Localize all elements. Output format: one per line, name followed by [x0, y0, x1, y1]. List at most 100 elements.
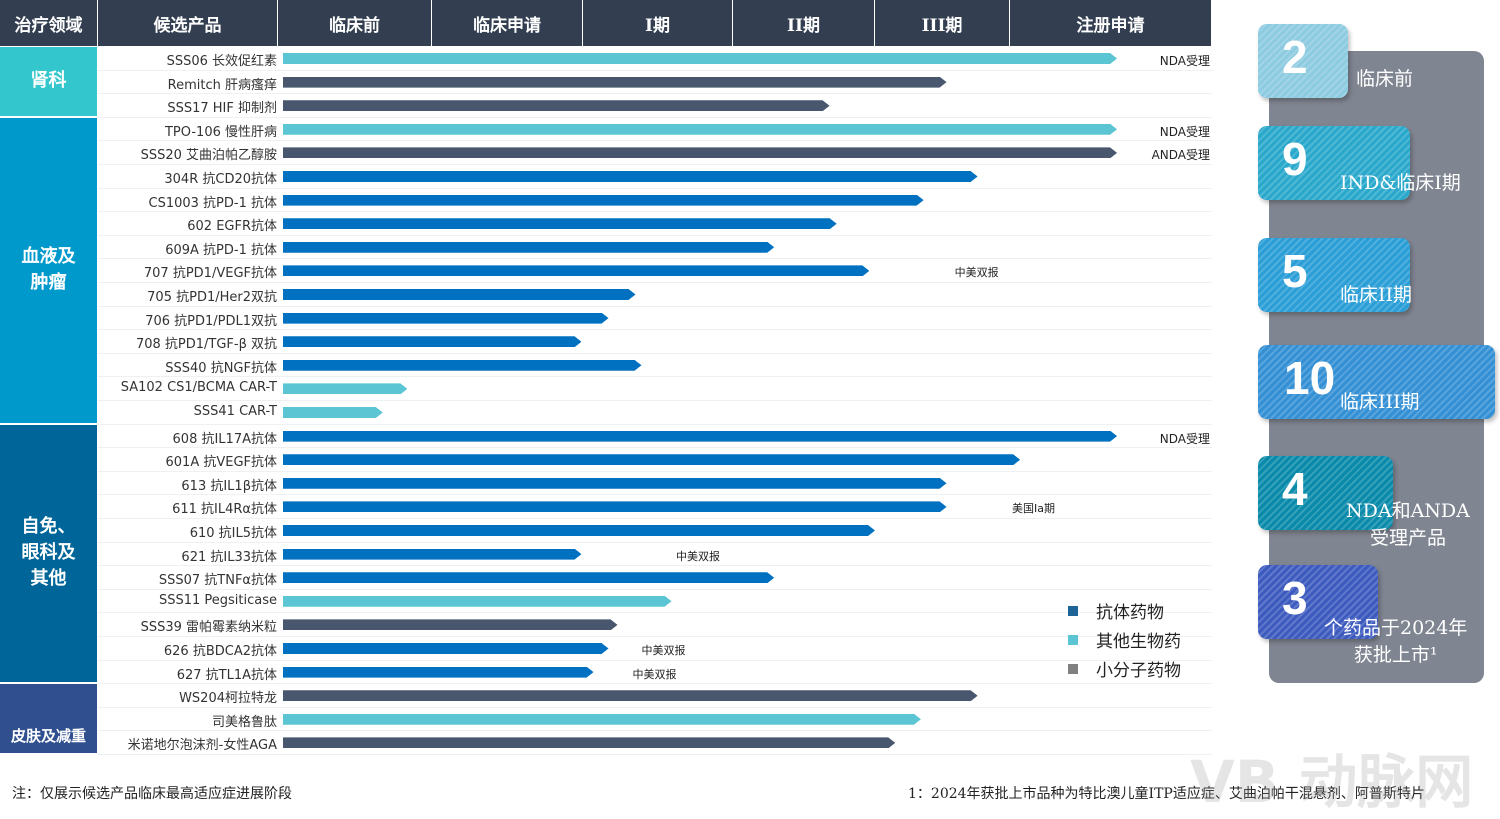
- stage-annotation: 中美双报: [632, 667, 677, 681]
- table-row: 626 抗BDCA2抗体 中美双报: [98, 637, 1212, 661]
- header-4: I期: [583, 0, 733, 46]
- product-label: SSS40 抗NGF抗体: [165, 360, 277, 376]
- progress-bar: [283, 501, 947, 512]
- table-row: 司美格鲁肽: [98, 708, 1212, 732]
- stage-annotation: NDA受理: [1159, 54, 1210, 68]
- table-row: 米诺地尔泡沫剂-女性AGA: [98, 731, 1212, 755]
- table-row: SA102 CS1/BCMA CAR-T: [98, 377, 1212, 401]
- stage-annotation: 中美双报: [641, 644, 686, 657]
- product-label: 601A 抗VEGF抗体: [165, 455, 278, 471]
- progress-bar: [283, 596, 672, 607]
- summary-count: 10: [1284, 352, 1336, 404]
- product-label: WS204柯拉特龙: [179, 691, 277, 707]
- table-row: 705 抗PD1/Her2双抗: [98, 283, 1212, 307]
- stage-annotation: 美国Ia期: [1012, 502, 1056, 516]
- progress-bar: [283, 171, 978, 182]
- summary-count: 9: [1282, 133, 1308, 185]
- progress-bar: [283, 619, 618, 630]
- product-label: 613 抗IL1β抗体: [181, 478, 277, 494]
- table-row: SSS41 CAR-T: [98, 401, 1212, 425]
- summary-card: [1258, 565, 1378, 639]
- summary-label: IND&临床I期: [1340, 172, 1461, 194]
- footnote-right: 1：2024年获批上市品种为特比澳儿童ITP适应症、艾曲泊帕干混悬剂、阿普斯特片: [908, 786, 1425, 802]
- stage-annotation: ANDA受理: [1151, 148, 1210, 163]
- table-row: 708 抗PD1/TGF-β 双抗: [98, 330, 1212, 354]
- header-7: 注册申请: [1010, 0, 1212, 46]
- progress-bar: [283, 643, 609, 654]
- group-2: 自免、 眼科及 其他: [0, 424, 97, 685]
- table-row: Remitch 肝病瘙痒: [98, 71, 1212, 95]
- table-row: 611 抗IL4Rα抗体 美国Ia期: [98, 495, 1212, 519]
- product-label: 611 抗IL4Rα抗体: [172, 502, 277, 518]
- table-row: 706 抗PD1/PDL1双抗: [98, 307, 1212, 331]
- product-label: SSS17 HIF 抑制剂: [167, 101, 277, 117]
- product-label: 627 抗TL1A抗体: [176, 667, 277, 683]
- progress-bar: [283, 195, 924, 206]
- progress-bar: [283, 549, 581, 560]
- table-row: SSS11 Pegsiticase: [98, 590, 1212, 614]
- product-label: 626 抗BDCA2抗体: [163, 644, 277, 659]
- product-label: 705 抗PD1/Her2双抗: [147, 290, 277, 305]
- summary-count: 2: [1282, 31, 1308, 83]
- progress-bar: [283, 407, 383, 418]
- product-label: 707 抗PD1/VEGF抗体: [143, 266, 277, 282]
- table-row: 610 抗IL5抗体: [98, 519, 1212, 543]
- table-row: TPO-106 慢性肝病 NDA受理: [98, 118, 1212, 142]
- product-label: Remitch 肝病瘙痒: [167, 77, 277, 93]
- header-0: 治疗领域: [0, 0, 98, 46]
- summary-label: 临床前: [1356, 68, 1414, 90]
- product-label: SA102 CS1/BCMA CAR-T: [120, 380, 277, 396]
- product-label: CS1003 抗PD-1 抗体: [148, 195, 278, 211]
- product-label: 706 抗PD1/PDL1双抗: [145, 313, 277, 329]
- table-row: 304R 抗CD20抗体: [98, 165, 1212, 189]
- product-label: 602 EGFR抗体: [187, 219, 277, 235]
- table-row: SSS39 雷帕霉素纳米粒: [98, 613, 1212, 637]
- progress-bar: [283, 690, 978, 701]
- progress-bar: [283, 383, 407, 394]
- group-1: 血液及 肿瘤: [0, 117, 97, 425]
- footnote-left: 注：仅展示候选产品临床最高适应症进展阶段: [12, 786, 292, 802]
- summary-count: 3: [1282, 572, 1308, 624]
- watermark-logo: VB 动脉网: [1190, 748, 1474, 816]
- summary-label: 临床III期: [1340, 391, 1420, 413]
- table-row: 627 抗TL1A抗体 中美双报: [98, 661, 1212, 685]
- product-label: 621 抗IL33抗体: [181, 549, 277, 565]
- header-3: 临床申请: [432, 0, 583, 46]
- header-5: II期: [733, 0, 875, 46]
- summary-label: 临床II期: [1340, 284, 1413, 306]
- progress-bar: [283, 100, 830, 111]
- product-label: SSS20 艾曲泊帕乙醇胺: [140, 148, 277, 164]
- table-row: SSS20 艾曲泊帕乙醇胺 ANDA受理: [98, 141, 1212, 165]
- product-label: SSS41 CAR-T: [193, 404, 277, 419]
- summary-label: 个药品于2024年 获批上市¹: [1324, 617, 1468, 666]
- legend: 抗体药物 其他生物药 小分子药物: [1068, 596, 1181, 683]
- table-row: 608 抗IL17A抗体 NDA受理: [98, 425, 1212, 449]
- summary-card: [1258, 456, 1393, 530]
- progress-bar: [283, 336, 581, 347]
- header-6: III期: [875, 0, 1010, 46]
- legend-item: 小分子药物: [1068, 654, 1181, 683]
- progress-bar: [283, 525, 875, 536]
- progress-bar: [283, 124, 1117, 135]
- summary-card: [1258, 238, 1410, 312]
- progress-bar: [283, 431, 1117, 442]
- legend-label: 抗体药物: [1096, 603, 1164, 623]
- progress-bar: [283, 147, 1117, 158]
- progress-bar: [283, 478, 947, 489]
- table-row: 601A 抗VEGF抗体: [98, 448, 1212, 472]
- table-row: 621 抗IL33抗体 中美双报: [98, 543, 1212, 567]
- product-label: SSS11 Pegsiticase: [158, 592, 277, 608]
- table-row: 602 EGFR抗体: [98, 212, 1212, 236]
- summary-count: 5: [1282, 245, 1308, 297]
- legend-swatch: [1068, 634, 1078, 645]
- group-0: 肾科: [0, 47, 97, 118]
- summary-card: [1258, 24, 1348, 98]
- progress-bar: [283, 53, 1117, 64]
- table-row: SSS17 HIF 抑制剂: [98, 94, 1212, 118]
- progress-bar: [283, 667, 594, 678]
- table-row: 707 抗PD1/VEGF抗体 中美双报: [98, 259, 1212, 283]
- table-row: 613 抗IL1β抗体: [98, 472, 1212, 496]
- product-label: 610 抗IL5抗体: [189, 526, 277, 541]
- legend-item: 其他生物药: [1068, 625, 1181, 654]
- summary-count: 4: [1282, 463, 1308, 515]
